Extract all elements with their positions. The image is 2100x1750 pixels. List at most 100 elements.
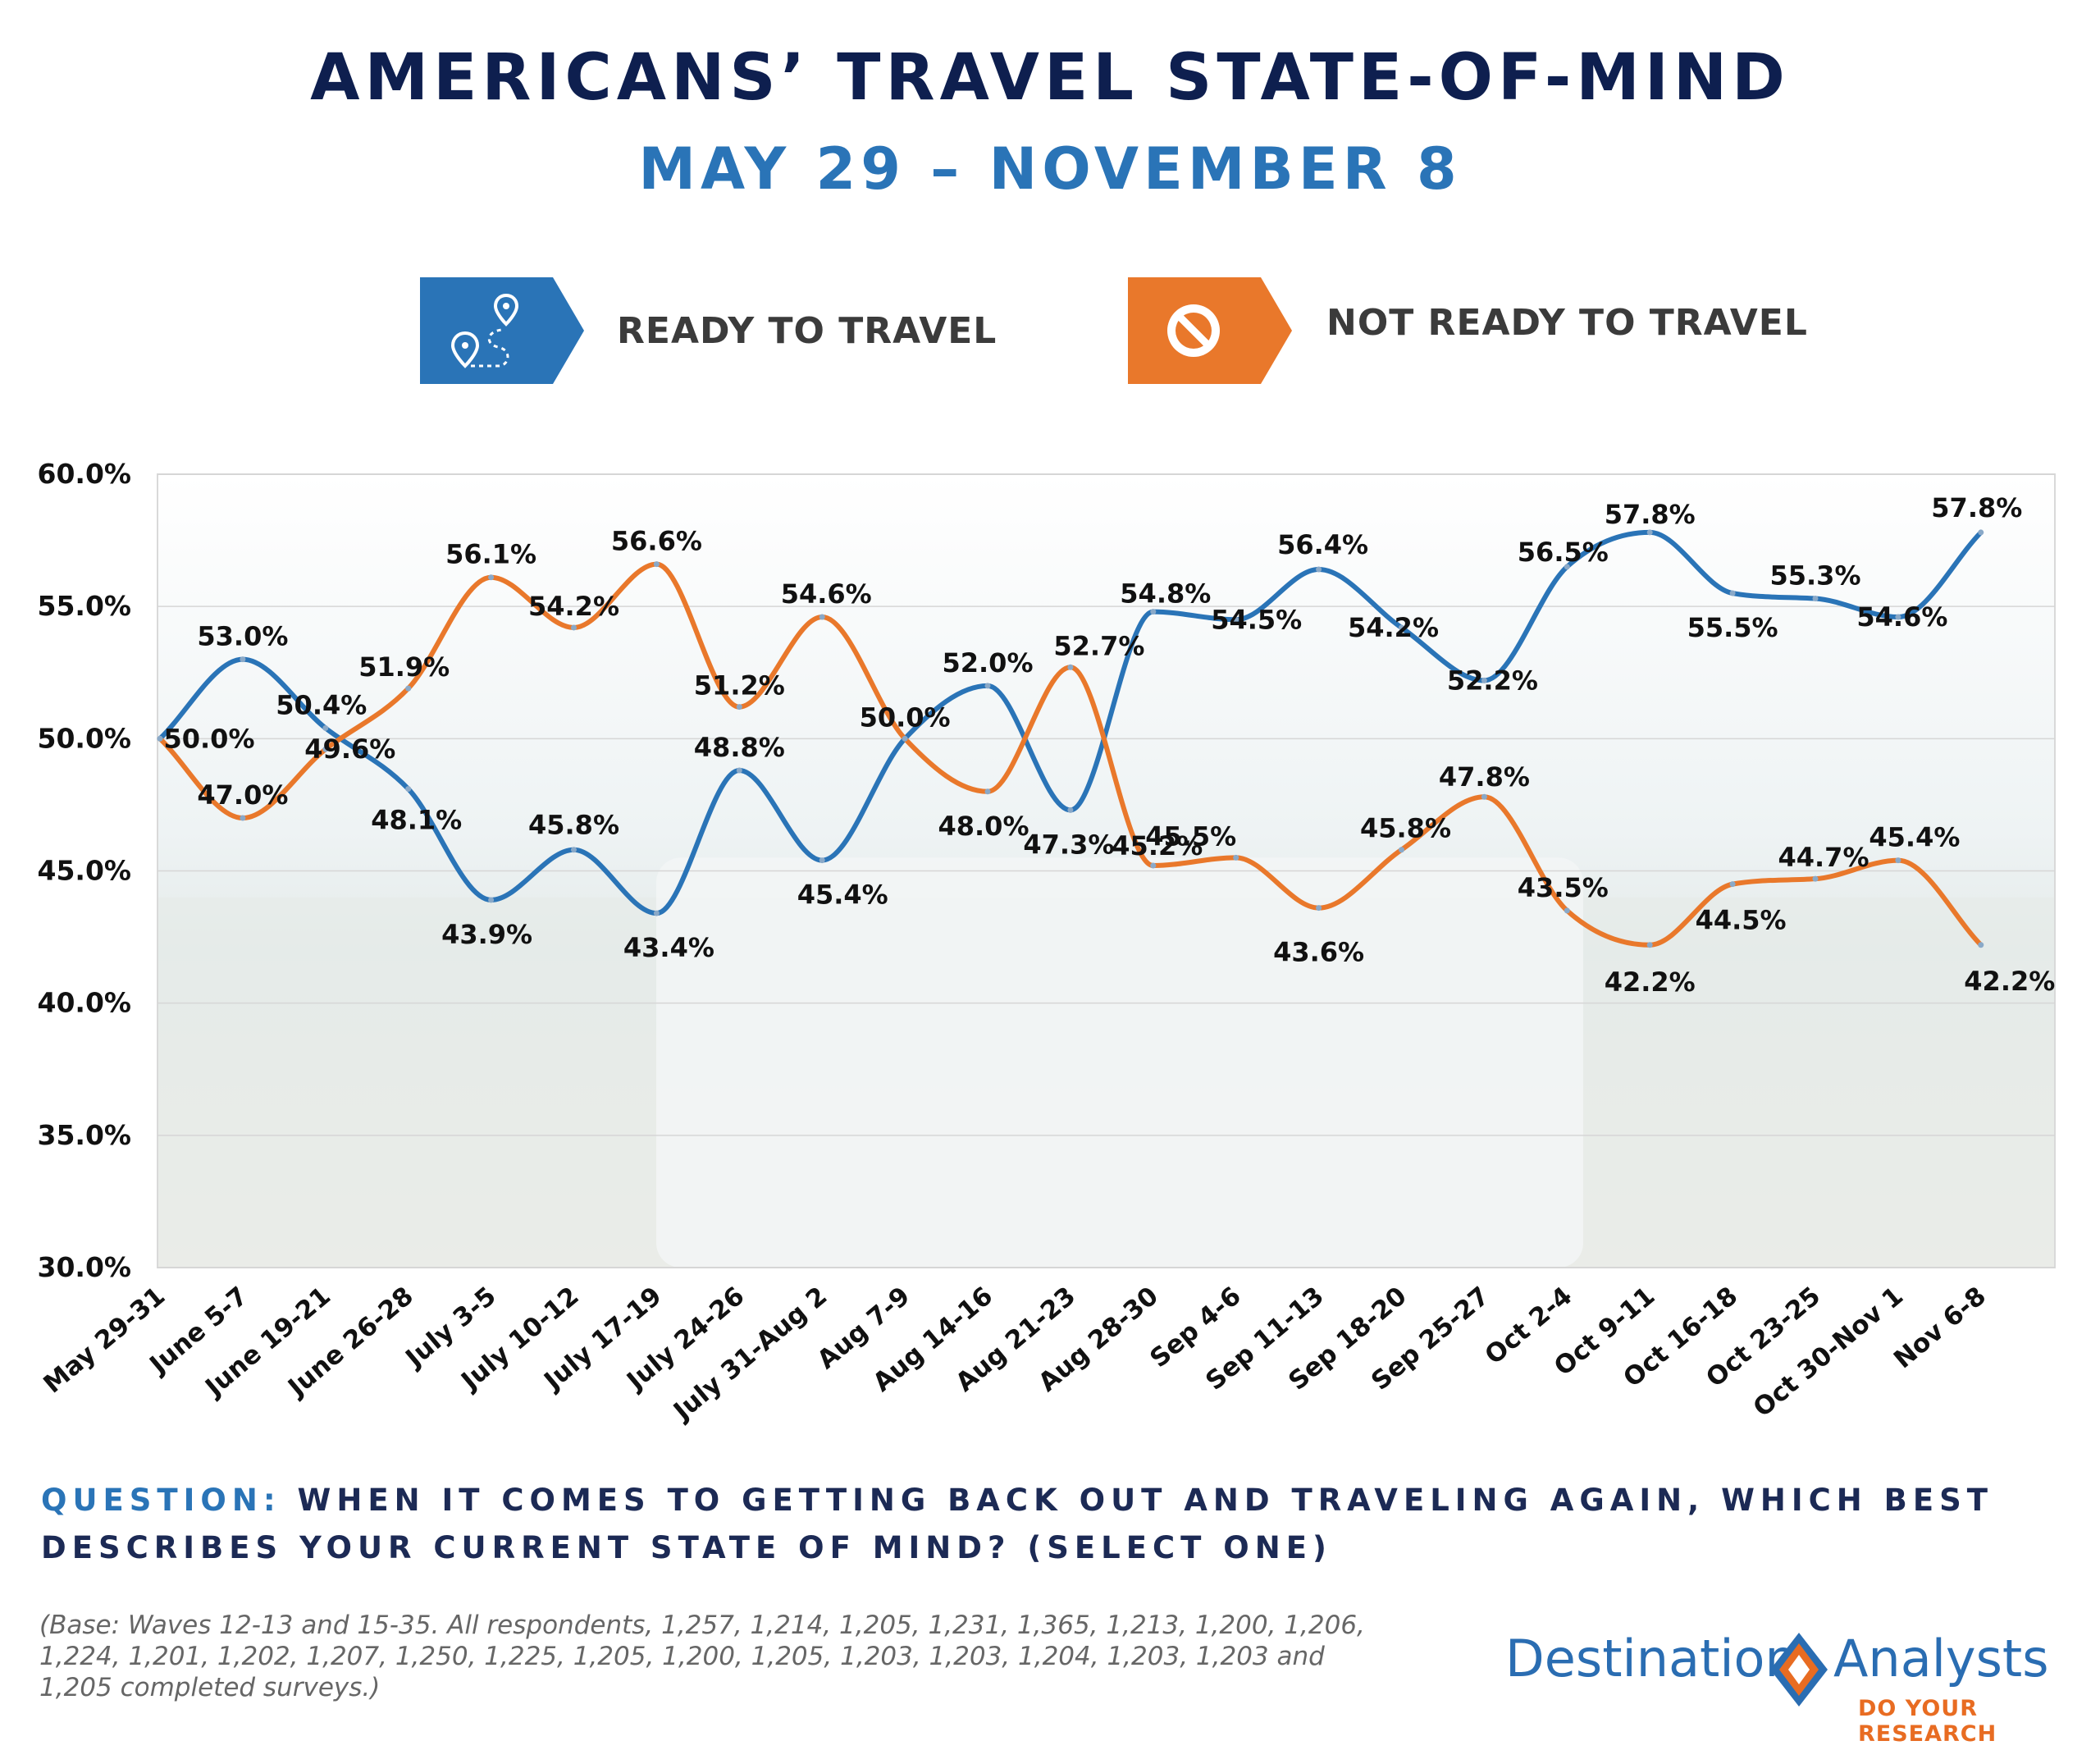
data-label-ready: 48.8%: [694, 732, 785, 763]
data-label-ready: 50.0%: [860, 701, 951, 733]
x-tick-label: Nov 6-8: [1888, 1282, 1992, 1375]
point-not-ready: [1729, 881, 1736, 888]
point-ready: [1729, 590, 1736, 596]
point-ready: [488, 897, 495, 903]
data-label-ready: 54.5%: [1211, 604, 1302, 635]
x-tick-label: May 29-31: [38, 1282, 171, 1400]
y-tick-label: 55.0%: [38, 590, 132, 622]
data-label-ready: 57.8%: [1605, 499, 1696, 530]
point-ready: [1812, 595, 1819, 601]
diamond-logo-icon: [1770, 1633, 1828, 1707]
line-chart: 30.0% 35.0% 40.0% 45.0% 50.0% 55.0% 60.0% May …: [38, 458, 2056, 1428]
point-ready: [240, 656, 246, 663]
point-ready: [1646, 529, 1653, 536]
data-label-ready: 47.3%: [1023, 829, 1114, 860]
data-label-ready: 54.2%: [1348, 612, 1439, 643]
data-label-ready: 50.4%: [276, 689, 367, 720]
point-not-ready: [1812, 875, 1819, 882]
data-label-not-ready: 51.2%: [694, 670, 785, 701]
point-not-ready: [1481, 793, 1487, 800]
data-label-not-ready: 43.5%: [1518, 872, 1609, 903]
gridlines: [158, 473, 2055, 1268]
data-label-ready: 43.9%: [441, 919, 532, 950]
data-label-not-ready: 44.7%: [1778, 842, 1869, 873]
data-label-ready: 54.6%: [1856, 601, 1947, 633]
question-text: WHEN IT COMES TO GETTING BACK OUT AND TR…: [41, 1483, 1993, 1565]
data-label-not-ready: 56.6%: [611, 526, 702, 557]
point-not-ready: [488, 574, 495, 581]
data-label-not-ready: 47.0%: [197, 779, 288, 811]
data-label-not-ready: 50.0%: [163, 723, 254, 754]
point-not-ready: [1399, 847, 1404, 853]
point-not-ready: [1067, 664, 1074, 670]
y-tick-label: 60.0%: [38, 458, 132, 490]
data-label-ready: 45.8%: [528, 810, 619, 841]
data-label-not-ready: 56.1%: [445, 539, 536, 570]
point-not-ready: [571, 624, 577, 631]
y-axis: 30.0% 35.0% 40.0% 45.0% 50.0% 55.0% 60.0%: [38, 458, 132, 1283]
data-label-not-ready: 54.6%: [781, 578, 872, 610]
data-label-not-ready: 51.9%: [358, 651, 450, 683]
legend-ready-label: READY TO TRAVEL: [617, 310, 998, 352]
data-label-ready: 53.0%: [197, 621, 288, 652]
data-label-ready: 43.4%: [623, 932, 714, 963]
point-not-ready: [1150, 862, 1157, 869]
point-ready: [1067, 806, 1074, 813]
point-ready: [1316, 566, 1322, 573]
y-tick-label: 45.0%: [38, 855, 132, 887]
point-ready: [1978, 529, 1984, 536]
point-not-ready: [157, 735, 163, 742]
point-not-ready: [736, 704, 742, 711]
point-ready: [1481, 677, 1487, 683]
point-not-ready: [1316, 905, 1322, 912]
data-label-ready: 55.5%: [1687, 612, 1778, 643]
data-label-not-ready: 52.7%: [1053, 630, 1144, 661]
y-tick-label: 50.0%: [38, 722, 132, 754]
legend-not-ready-label: NOT READY TO TRAVEL: [1326, 302, 1808, 344]
point-not-ready: [405, 685, 412, 692]
data-label-not-ready: 44.5%: [1696, 905, 1787, 936]
point-ready: [1150, 609, 1157, 615]
question-prefix: QUESTION:: [41, 1483, 281, 1518]
data-label-ready: 55.3%: [1769, 560, 1860, 591]
data-label-not-ready: 45.5%: [1145, 820, 1236, 852]
logo-word-destination: Destination: [1505, 1629, 1797, 1688]
data-labels: 53.0% 50.4% 48.1% 43.9% 45.8% 43.4% 48.8% 45.4%…: [163, 492, 2055, 998]
background-map: [656, 857, 1583, 1268]
destination-analysts-logo: Destination Analysts DO YOUR RESEARCH: [1505, 1629, 2079, 1747]
point-not-ready: [1646, 942, 1653, 948]
data-label-ready: 48.1%: [371, 805, 462, 836]
base-footnote: (Base: Waves 12-13 and 15-35. All respon…: [39, 1611, 1365, 1702]
series-lines: [157, 529, 1984, 948]
data-label-not-ready: 54.2%: [528, 591, 619, 622]
survey-question: QUESTION: WHEN IT COMES TO GETTING BACK …: [41, 1477, 2075, 1572]
point-not-ready: [1978, 942, 1984, 948]
data-label-not-ready: 45.2%: [1112, 830, 1203, 861]
logo-tagline: DO YOUR RESEARCH: [1858, 1696, 1997, 1747]
chart-title: AMERICANS’ TRAVEL STATE-OF-MIND: [310, 41, 1790, 115]
point-ready: [322, 724, 329, 731]
point-ready: [405, 786, 412, 793]
point-ready: [1399, 624, 1404, 631]
x-tick-label: Oct 30-Nov 1: [1748, 1282, 1909, 1423]
point-ready: [1564, 564, 1570, 570]
point-not-ready: [240, 815, 246, 821]
data-label-ready: 45.4%: [797, 880, 888, 911]
data-label-not-ready: 49.6%: [304, 733, 395, 765]
point-ready: [819, 857, 825, 864]
y-tick-label: 30.0%: [38, 1251, 132, 1283]
data-label-not-ready: 45.4%: [1869, 822, 1960, 853]
data-label-ready: 52.0%: [942, 647, 1033, 679]
map-route-icon: [420, 277, 584, 384]
data-label-ready: 56.5%: [1518, 537, 1609, 568]
x-tick-label: July 31-Aug 2: [667, 1282, 833, 1428]
data-label-ready: 54.8%: [1120, 578, 1211, 610]
no-entry-icon: [1128, 277, 1292, 384]
point-not-ready: [902, 735, 908, 742]
logo-word-analysts: Analysts: [1833, 1629, 2049, 1688]
point-ready: [571, 847, 577, 853]
point-not-ready: [1233, 854, 1239, 861]
point-ready: [1233, 616, 1239, 623]
data-label-not-ready: 45.8%: [1360, 813, 1451, 844]
